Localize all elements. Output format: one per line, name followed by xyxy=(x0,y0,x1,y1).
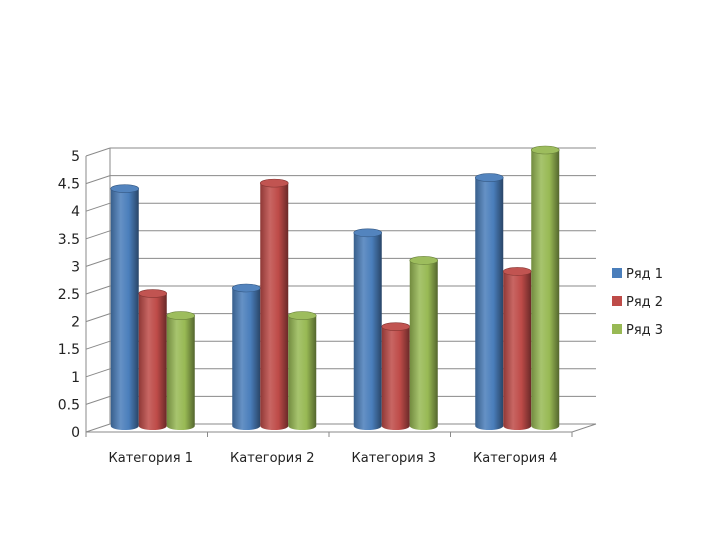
bar-top xyxy=(530,145,560,155)
bar xyxy=(166,311,196,430)
bar-body xyxy=(353,232,382,430)
bar-body xyxy=(381,326,410,430)
bar-body xyxy=(409,260,438,430)
bar xyxy=(259,178,289,430)
bar-body xyxy=(288,315,317,430)
bar-top xyxy=(231,283,261,293)
legend-label: Ряд 3 xyxy=(626,323,663,338)
bar-body xyxy=(232,288,261,430)
floor-edge xyxy=(571,423,597,433)
bar-top xyxy=(110,184,140,193)
y-tick-label: 3 xyxy=(71,259,80,275)
y-tick-label: 2.5 xyxy=(58,287,80,303)
y-tick-label: 2 xyxy=(71,315,80,331)
legend-swatch xyxy=(612,268,622,278)
legend-item: Ряд 1 xyxy=(612,267,663,282)
legend-item: Ряд 2 xyxy=(612,295,663,310)
y-tick-label: 5 xyxy=(71,149,80,165)
bar xyxy=(287,311,317,430)
bar-top xyxy=(409,256,439,265)
y-tick-label: 0.5 xyxy=(58,397,80,413)
bar-top xyxy=(259,178,289,188)
side-wall-gridline xyxy=(85,202,111,212)
side-wall-gridline xyxy=(85,257,111,267)
bar-body xyxy=(531,150,560,430)
x-category-label: Категория 1 xyxy=(109,451,193,466)
bar-body xyxy=(260,183,289,430)
side-wall-gridline xyxy=(85,368,111,378)
y-tick-label: 4.5 xyxy=(58,177,80,193)
bar-top xyxy=(353,228,383,238)
legend-swatch xyxy=(612,296,622,306)
bar-body xyxy=(110,188,139,430)
side-wall-gridline xyxy=(85,340,111,350)
axes xyxy=(85,148,597,437)
side-wall-gridline xyxy=(85,395,111,405)
y-tick-label: 3.5 xyxy=(58,232,80,248)
legend-label: Ряд 1 xyxy=(626,267,663,282)
bar-top xyxy=(381,322,411,331)
bar xyxy=(409,256,439,430)
side-wall-gridline xyxy=(85,175,111,185)
x-category-label: Категория 2 xyxy=(230,451,314,466)
y-axis-ticks: 0 0.5 1 1.5 2 2.5 3 3.5 4 4.5 5 xyxy=(58,149,80,441)
bar-body xyxy=(166,315,195,430)
bar-top xyxy=(474,173,504,182)
bar-top xyxy=(166,311,196,320)
bar xyxy=(381,322,411,430)
side-wall-gridline xyxy=(85,423,111,433)
y-tick-label: 1.5 xyxy=(58,342,80,358)
bar-body xyxy=(475,177,504,430)
bar xyxy=(231,283,261,430)
y-tick-label: 4 xyxy=(71,204,80,220)
bar xyxy=(110,184,140,430)
bar-top xyxy=(502,267,532,276)
y-tick-label: 1 xyxy=(71,370,80,386)
side-wall-gridline xyxy=(85,147,111,157)
bar xyxy=(353,228,383,430)
side-wall-gridline xyxy=(85,285,111,295)
legend-label: Ряд 2 xyxy=(626,295,663,310)
legend: Ряд 1 Ряд 2 Ряд 3 xyxy=(612,267,663,338)
legend-item: Ряд 3 xyxy=(612,323,663,338)
bars xyxy=(110,145,560,430)
side-wall-gridline xyxy=(85,230,111,240)
bar xyxy=(474,173,504,430)
side-wall-gridline xyxy=(85,313,111,323)
x-category-label: Категория 4 xyxy=(473,451,557,466)
x-axis-categories: Категория 1 Категория 2 Категория 3 Категор… xyxy=(109,451,558,466)
bar-body xyxy=(138,293,167,430)
legend-swatch xyxy=(612,324,622,334)
bar xyxy=(502,267,532,430)
y-tick-label: 0 xyxy=(71,425,80,441)
bar xyxy=(530,145,560,430)
bar-top xyxy=(138,289,168,298)
bar-body xyxy=(503,271,532,430)
bar-top xyxy=(287,311,317,320)
bar xyxy=(138,289,168,430)
x-category-label: Категория 3 xyxy=(352,451,436,466)
